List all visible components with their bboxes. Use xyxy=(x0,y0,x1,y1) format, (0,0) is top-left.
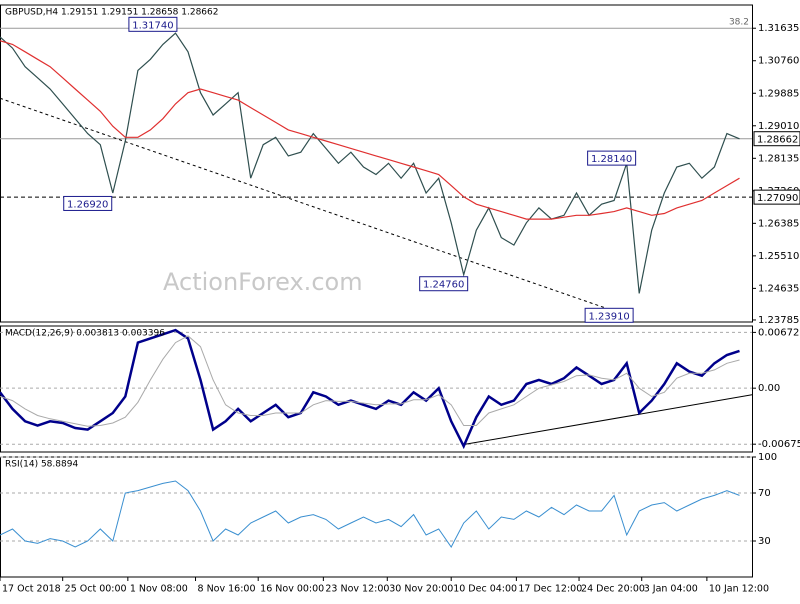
level-box xyxy=(753,189,800,205)
pane-frame xyxy=(0,4,753,323)
x-tick-label: 3 Jan 04:00 xyxy=(644,584,698,595)
x-tick-label: 10 Jan 12:00 xyxy=(709,584,769,595)
annotation-label: 1.24760 xyxy=(423,280,464,291)
trend-line xyxy=(463,394,753,446)
y-tick-label: -0.006758 xyxy=(758,439,800,450)
annotation-label: 1.23910 xyxy=(588,311,629,322)
x-tick-label: 10 Dec 04:00 xyxy=(453,584,517,595)
watermark: ActionForex.com xyxy=(163,268,363,296)
x-tick-label: 25 Oct 00:00 xyxy=(65,584,127,595)
y-tick-label: 1.26385 xyxy=(758,218,799,229)
x-tick-label: 23 Nov 12:00 xyxy=(325,584,389,595)
y-tick-label: 0.00 xyxy=(758,383,780,394)
level-box xyxy=(753,131,800,147)
series-line xyxy=(0,32,740,294)
pane-frame xyxy=(0,456,753,578)
trend-line xyxy=(0,97,627,316)
annotation-box xyxy=(63,195,113,211)
series-line xyxy=(0,335,740,427)
y-tick-label: 70 xyxy=(758,488,771,499)
annotation-label: 1.31740 xyxy=(132,20,173,31)
y-tick-label: 1.28135 xyxy=(758,153,799,164)
x-tick-label: 30 Nov 20:00 xyxy=(389,584,453,595)
level-label: 1.28662 xyxy=(757,135,798,146)
x-tick-label: 16 Nov 00:00 xyxy=(260,584,324,595)
series-line xyxy=(0,40,740,220)
series-line xyxy=(0,480,740,548)
y-tick-label: 1.30760 xyxy=(758,56,799,67)
level-label: 1.27090 xyxy=(757,193,798,204)
level-label: 38.2 xyxy=(729,18,749,28)
y-tick-label: 1.24635 xyxy=(758,283,799,294)
x-tick-label: 8 Nov 16:00 xyxy=(198,584,256,595)
y-tick-label: 1.29010 xyxy=(758,121,799,132)
y-tick-label: 1.25510 xyxy=(758,251,799,262)
x-tick-label: 17 Oct 2018 xyxy=(2,584,61,595)
pane-title: GBPUSD,H4 1.29151 1.29151 1.28658 1.2866… xyxy=(5,8,218,18)
y-tick-label: 0.006729 xyxy=(758,327,800,338)
annotation-box xyxy=(587,150,637,166)
annotation-label: 1.28140 xyxy=(591,154,632,165)
y-tick-label: 1.23785 xyxy=(758,315,799,326)
annotation-box xyxy=(419,276,469,292)
pane-frame xyxy=(0,325,753,453)
annotation-box xyxy=(584,307,634,323)
y-tick-label: 100 xyxy=(758,452,777,463)
y-tick-label: 1.31635 xyxy=(758,23,799,34)
y-tick-label: 1.29885 xyxy=(758,88,799,99)
x-tick-label: 1 Nov 08:00 xyxy=(130,584,188,595)
annotation-box xyxy=(128,16,178,32)
x-tick-label: 17 Dec 12:00 xyxy=(518,584,582,595)
x-tick-label: 24 Dec 20:00 xyxy=(581,584,645,595)
series-line xyxy=(0,328,740,450)
pane-title: RSI(14) 58.8894 xyxy=(5,460,78,470)
annotation-label: 1.26920 xyxy=(67,199,108,210)
pane-title: MACD(12,26,9) 0.003813 0.003396 xyxy=(5,329,165,339)
y-tick-label: 30 xyxy=(758,536,771,547)
